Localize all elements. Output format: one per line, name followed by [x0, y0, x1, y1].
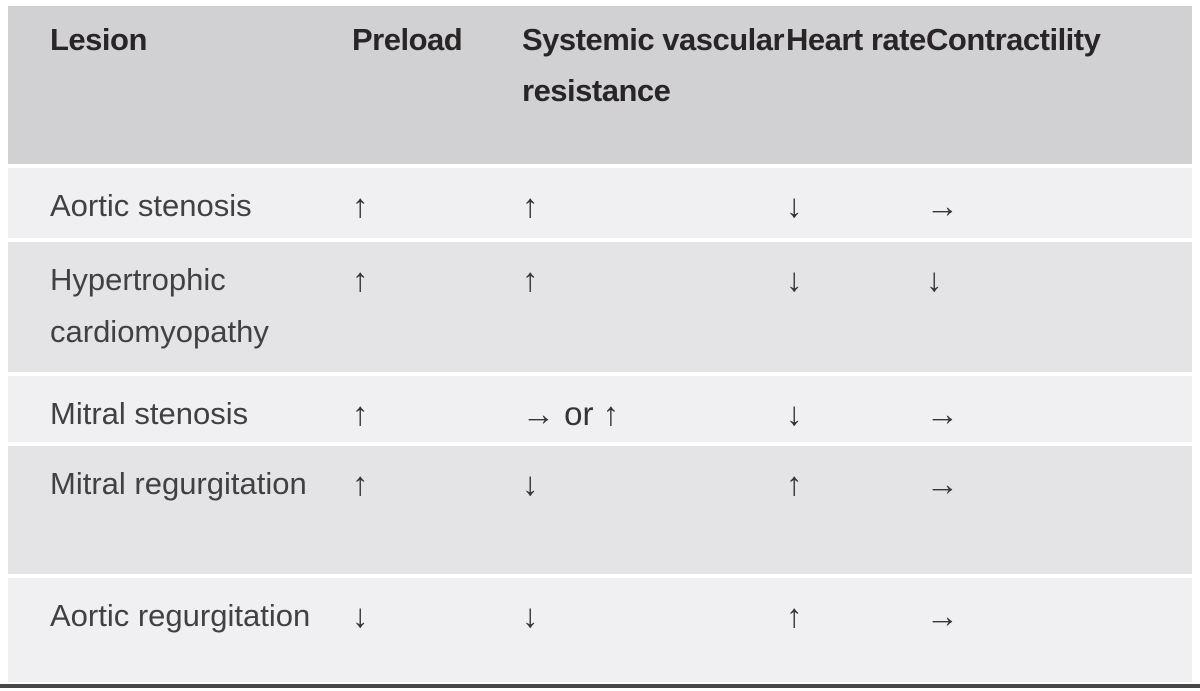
table-row-aortic-stenosis: Aortic stenosis ↑ ↑ ↓ → — [8, 164, 1192, 238]
preload-value: ↑ — [352, 187, 369, 224]
heart-rate-value: ↓ — [786, 261, 803, 298]
contractility-value: ↓ — [926, 261, 943, 298]
preload-value: ↑ — [352, 395, 369, 432]
preload-value: ↑ — [352, 261, 369, 298]
table-bottom-rule — [0, 684, 1200, 688]
preload-value: ↑ — [352, 465, 369, 502]
contractility-value: → — [926, 187, 959, 224]
lesion-name: Aortic stenosis — [50, 188, 252, 223]
systemic-vascular-resistance-value: ↑ — [522, 261, 539, 298]
lesion-name: Mitral stenosis — [50, 396, 249, 431]
header-cell-heart-rate: Heart rate — [786, 22, 926, 57]
contractility-value: → — [926, 465, 959, 502]
lesion-name: Hypertrophic cardiomyopathy — [50, 262, 269, 349]
preload-value: ↓ — [352, 597, 369, 634]
systemic-vascular-resistance-value: ↓ — [522, 597, 539, 634]
table-row-aortic-regurgitation: Aortic regurgitation ↓ ↓ ↑ → — [8, 574, 1192, 682]
hemodynamic-goals-table: Lesion Preload Systemic vascular resista… — [8, 6, 1192, 682]
lesion-name: Aortic regurgitation — [50, 598, 311, 633]
heart-rate-value: ↑ — [786, 597, 803, 634]
systemic-vascular-resistance-value: ↑ — [522, 187, 539, 224]
header-cell-systemic-vascular-resistance: Systemic vascular resistance — [522, 22, 785, 108]
contractility-value: → — [926, 395, 959, 432]
header-cell-preload: Preload — [352, 22, 463, 57]
systemic-vascular-resistance-value: ↓ — [522, 465, 539, 502]
heart-rate-value: ↑ — [786, 465, 803, 502]
table-header-row: Lesion Preload Systemic vascular resista… — [8, 6, 1192, 164]
contractility-value: → — [926, 597, 959, 634]
heart-rate-value: ↓ — [786, 395, 803, 432]
heart-rate-value: ↓ — [786, 187, 803, 224]
table-row-mitral-stenosis: Mitral stenosis ↑ → or ↑ ↓ → — [8, 372, 1192, 442]
systemic-vascular-resistance-value: → or ↑ — [522, 395, 620, 432]
header-cell-lesion: Lesion — [50, 22, 147, 57]
table-row-mitral-regurgitation: Mitral regurgitation ↑ ↓ ↑ → — [8, 442, 1192, 574]
table-row-hypertrophic-cardiomyopathy: Hypertrophic cardiomyopathy ↑ ↑ ↓ ↓ — [8, 238, 1192, 372]
header-cell-contractility: Contractility — [926, 22, 1101, 57]
lesion-name: Mitral regurgitation — [50, 466, 307, 501]
